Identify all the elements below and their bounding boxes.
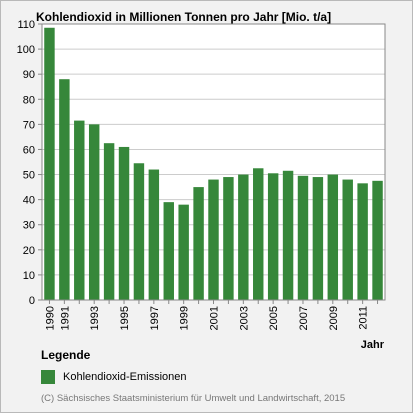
y-tick-label: 10: [23, 270, 35, 282]
bar-1992: [74, 120, 85, 300]
bar-2010: [342, 179, 353, 300]
x-tick-label: 2005: [268, 306, 280, 330]
bar-1994: [103, 143, 115, 300]
x-tick-label: 2007: [298, 306, 310, 330]
y-tick-label: 60: [23, 144, 35, 156]
y-tick-label: 80: [23, 94, 35, 106]
source-credit: (C) Sächsisches Staatsministerium für Um…: [41, 393, 346, 404]
y-tick-label: 30: [23, 220, 35, 232]
y-tick-label: 20: [23, 245, 35, 257]
plot-border: [41, 23, 386, 301]
bar-2002: [223, 177, 234, 300]
bar-1997: [148, 169, 160, 300]
bar-2011: [357, 183, 368, 300]
legend-title: Legende: [41, 348, 91, 362]
bar-1999: [178, 204, 189, 300]
x-tick-label: 1997: [149, 306, 161, 330]
bar-1993: [88, 124, 100, 300]
x-tick-label: 2011: [358, 306, 370, 330]
x-tick-label: 1995: [119, 306, 131, 330]
bar-1990: [44, 27, 55, 300]
chart-title: Kohlendioxid in Millionen Tonnen pro Jah…: [36, 10, 332, 24]
y-tick-label: 110: [17, 19, 35, 31]
bar-2000: [193, 187, 204, 300]
bar-2009: [327, 174, 339, 300]
bar-2004: [253, 168, 264, 300]
x-tick-label: 1990: [44, 306, 56, 330]
legend-swatch: [41, 370, 55, 384]
bar-1995: [118, 146, 130, 300]
bar-2012: [372, 180, 383, 300]
x-tick-label: 1999: [179, 306, 191, 330]
bar-2006: [282, 170, 294, 300]
x-tick-label: 1991: [59, 306, 71, 330]
y-tick-label: 40: [23, 195, 35, 207]
bar-1991: [59, 79, 70, 300]
x-tick-label: 2003: [238, 306, 250, 330]
x-tick-label: 2009: [328, 306, 340, 330]
x-tick-label: 2001: [209, 306, 221, 330]
bar-1998: [163, 202, 174, 300]
x-axis-title: Jahr: [361, 339, 385, 351]
bar-2005: [267, 173, 279, 300]
y-tick-label: 100: [17, 44, 35, 56]
bar-2007: [297, 175, 309, 300]
y-tick-label: 70: [23, 119, 35, 131]
y-tick-label: 90: [23, 69, 35, 81]
legend-label: Kohlendioxid-Emissionen: [63, 371, 187, 383]
bar-2003: [238, 174, 249, 300]
y-tick-label: 0: [29, 295, 35, 307]
bar-1996: [133, 163, 145, 300]
bar-2001: [208, 179, 219, 300]
y-tick-label: 50: [23, 170, 35, 182]
x-tick-label: 1993: [89, 306, 101, 330]
bar-2008: [312, 177, 324, 300]
